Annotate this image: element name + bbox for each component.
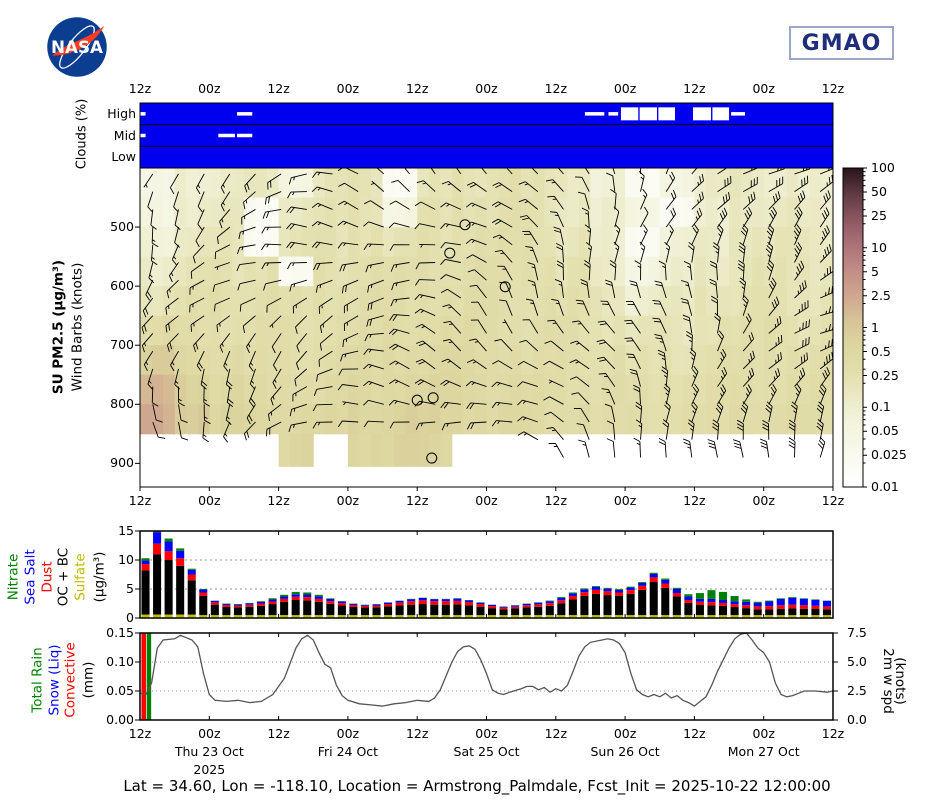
top-time-tick-label: 12z	[683, 80, 706, 96]
clouds-ylabel: Clouds (%)	[74, 98, 90, 170]
date-label: Sat 25 Oct	[453, 743, 520, 759]
colorbar-tick-label: 0.25	[871, 367, 899, 383]
gmao-logo: GMAO	[789, 26, 894, 60]
main-time-tick-label: 00z	[613, 492, 637, 508]
top-time-tick-label: 00z	[475, 80, 498, 96]
colorbar-tick-label: 2.5	[871, 287, 891, 303]
colorbar-tick-label: 0.1	[871, 399, 891, 414]
cloud-row-label: High	[107, 105, 136, 121]
legend-snow-liq: Snow (Liq)	[46, 644, 63, 716]
precip-left-tick-label: 0.10	[106, 653, 134, 669]
wind-right-tick-label: 5.0	[847, 653, 867, 669]
precip-left-tick-label: 0.00	[106, 711, 134, 727]
top-time-tick-label: 12z	[821, 80, 845, 96]
bottom-time-tick-label: 00z	[198, 725, 221, 741]
main-time-tick-label: 12z	[267, 492, 290, 508]
colorbar-tick-label: 10	[871, 239, 887, 255]
precip-unit-label: (mm)	[80, 661, 97, 699]
date-label: Fri 24 Oct	[317, 743, 379, 759]
main-time-tick-label: 00z	[752, 492, 775, 508]
bottom-time-tick-label: 12z	[405, 725, 429, 741]
colorbar-tick-label: 0.05	[871, 423, 899, 438]
colorbar-tick-label: 0.025	[871, 447, 907, 462]
precip-left-tick-label: 0.05	[106, 682, 134, 698]
main-ytick-label: 700	[110, 336, 134, 352]
bottom-time-tick-label: 00z	[752, 725, 775, 741]
top-time-tick-label: 00z	[336, 80, 360, 96]
main-time-tick-label: 12z	[683, 492, 706, 508]
top-time-tick-label: 12z	[128, 80, 152, 96]
colorbar-tick-label: 50	[871, 183, 887, 199]
main-time-tick-label: 12z	[821, 492, 845, 508]
nasa-logo-graphic: NASA	[47, 17, 107, 77]
aerosol-ytick-label: 5	[126, 580, 134, 596]
bottom-time-tick-label: 12z	[821, 725, 845, 741]
main-ylabel-line1: SU PM2.5 (µg/m³)	[50, 259, 67, 395]
bottom-time-tick-label: 00z	[336, 725, 360, 741]
top-time-tick-label: 00z	[752, 80, 775, 96]
bottom-time-tick-label: 12z	[544, 725, 568, 741]
legend-total-rain: Total Rain	[29, 647, 46, 713]
legend-nitrate: Nitrate	[5, 553, 22, 601]
bottom-time-tick-label: 12z	[128, 725, 152, 741]
wind-right-tick-label: 7.5	[847, 624, 867, 640]
legend-sea-salt: Sea Salt	[22, 549, 39, 605]
colorbar-tick-label: 1	[871, 319, 879, 335]
aerosol-ytick-label: 10	[118, 551, 134, 567]
main-time-tick-label: 12z	[128, 492, 152, 508]
colorbar-tick-label: 5	[871, 263, 879, 279]
main-ytick-label: 500	[110, 218, 134, 234]
top-time-tick-label: 00z	[198, 80, 221, 96]
wind-right-tick-label: 2.5	[847, 682, 867, 698]
main-ytick-label: 900	[110, 455, 134, 471]
legend-oc-bc: OC + BC	[55, 547, 72, 607]
legend-dust: Dust	[39, 561, 56, 593]
aerosol-ytick-label: 15	[118, 522, 134, 538]
main-time-tick-label: 00z	[336, 492, 360, 508]
bottom-time-tick-label: 12z	[683, 725, 706, 741]
legend-sulfate: Sulfate	[72, 553, 89, 601]
wind-speed-axis-label-line2: (knots)	[891, 657, 908, 705]
bottom-time-tick-label: 00z	[613, 725, 637, 741]
aerosol-ytick-label: 0	[126, 609, 134, 625]
wind-right-tick-label: 0.0	[847, 711, 867, 727]
year-label: 2025	[193, 761, 226, 777]
main-time-tick-label: 00z	[198, 492, 221, 508]
main-time-tick-label: 00z	[475, 492, 498, 508]
top-time-tick-label: 12z	[405, 80, 429, 96]
date-label: Thu 23 Oct	[174, 743, 244, 759]
top-time-tick-label: 12z	[267, 80, 290, 96]
nasa-logo: NASA	[46, 16, 108, 78]
colorbar-tick-label: 0.5	[871, 343, 891, 359]
bottom-time-tick-label: 12z	[267, 725, 290, 741]
svg-text:NASA: NASA	[51, 37, 103, 57]
aerosol-unit-label: (µg/m³)	[91, 551, 108, 603]
main-time-tick-label: 12z	[544, 492, 568, 508]
date-label: Mon 27 Oct	[727, 743, 800, 759]
top-time-tick-label: 12z	[544, 80, 568, 96]
legend-convective: Convective	[62, 642, 79, 718]
main-time-tick-label: 12z	[405, 492, 429, 508]
main-ylabel-line2: Wind Barbs (knots)	[69, 262, 86, 392]
location-caption: Lat = 34.60, Lon = -118.10, Location = A…	[123, 777, 831, 795]
main-ytick-label: 800	[110, 396, 134, 412]
colorbar-tick-label: 0.01	[871, 478, 899, 494]
precip-left-tick-label: 0.15	[106, 624, 134, 640]
top-time-tick-label: 00z	[613, 80, 637, 96]
colorbar-tick-label: 25	[871, 207, 887, 223]
colorbar-tick-label: 100	[871, 159, 895, 175]
date-label: Sun 26 Oct	[590, 743, 660, 759]
cloud-row-label: Low	[111, 148, 136, 164]
main-ytick-label: 600	[110, 277, 134, 293]
cloud-row-label: Mid	[113, 127, 136, 143]
bottom-time-tick-label: 00z	[475, 725, 498, 741]
